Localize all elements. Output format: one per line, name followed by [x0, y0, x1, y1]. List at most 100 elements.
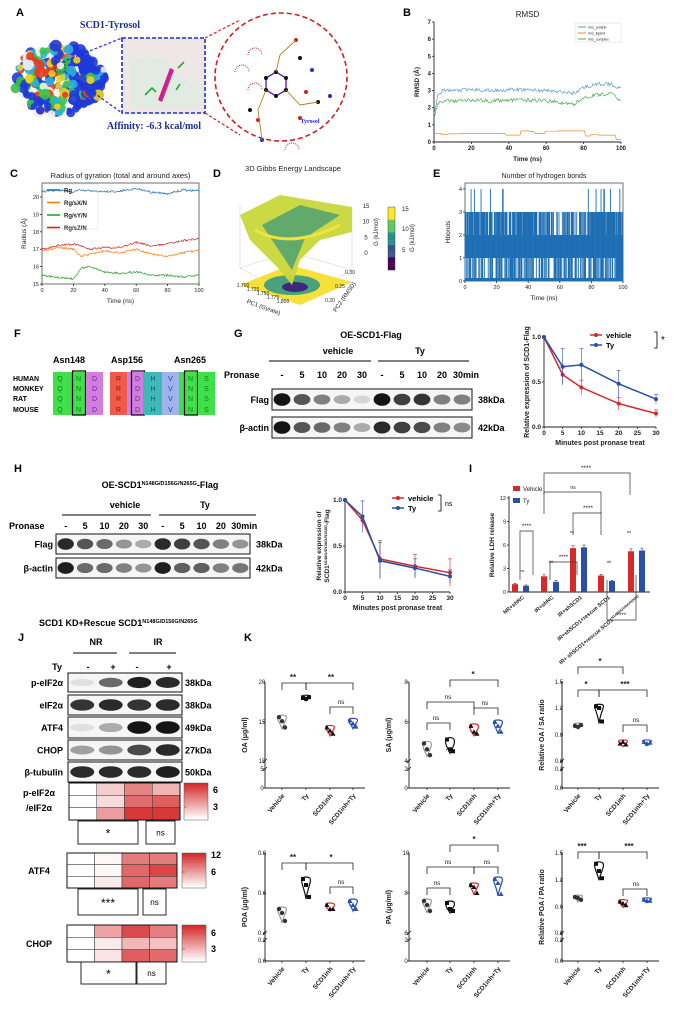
category-label: Ty	[301, 792, 311, 802]
colorbar-segment	[184, 784, 208, 787]
colorbar-segment	[184, 794, 208, 797]
surface-atom	[77, 62, 86, 70]
colorbar-segment	[182, 954, 206, 957]
kda-label: 38kDa	[185, 701, 213, 711]
x-tick-label: 60	[557, 285, 563, 291]
z-axis-label: G (kJ/mol)	[374, 218, 380, 246]
y-tick-label: 0.0	[258, 959, 267, 965]
significance-label: ##	[549, 559, 554, 564]
significance-bracket	[598, 689, 648, 697]
panel-label: E	[433, 168, 440, 180]
significance-bracket	[622, 724, 648, 732]
blot-tubulin	[67, 761, 183, 783]
x-tick-label: 5	[561, 430, 565, 437]
hydrophobic-contact-arc	[247, 82, 263, 91]
lane-label: 5	[299, 370, 304, 380]
x-tick-label: 5	[361, 595, 365, 602]
colorbar-tick-label: 3	[213, 802, 218, 812]
data-point	[330, 731, 336, 736]
blot-band	[98, 699, 123, 711]
y-tick-label: 0.6	[555, 759, 564, 765]
surface-atom	[55, 82, 62, 90]
series-line-rms-ligand	[434, 130, 621, 140]
significance-label: ns	[570, 485, 576, 491]
colorbar-segment	[388, 223, 395, 226]
blot-band	[212, 539, 230, 549]
blot-band	[173, 562, 191, 574]
data-point	[594, 861, 598, 866]
colorbar-segment	[184, 808, 208, 812]
heatmap-cell	[68, 807, 97, 821]
blot-p-eif2	[67, 672, 183, 693]
x-tick-label: 30	[446, 595, 454, 602]
binding-site-box	[54, 61, 66, 73]
significance-label: ns	[482, 700, 490, 707]
y-tick-label: 3	[459, 210, 462, 216]
blot-band	[232, 539, 249, 549]
lane-label: -	[136, 662, 139, 672]
blot-row-label: CHOP	[37, 746, 63, 756]
colorbar-segment	[182, 858, 206, 861]
colorbar-segment	[184, 803, 208, 806]
bar-vehicle	[570, 548, 576, 592]
residue-letter: D	[92, 376, 97, 383]
surface-atom	[32, 80, 40, 88]
alignment-header: Asn265	[174, 355, 206, 365]
residue-letter: N	[76, 407, 81, 414]
significance-bracket	[577, 666, 624, 674]
surface-atom	[34, 66, 47, 79]
colorbar-frame	[387, 206, 396, 271]
residue-letter: D	[92, 386, 97, 393]
lane-label: -	[64, 521, 67, 531]
significance-label: ns	[445, 501, 453, 508]
heatmap-frame	[66, 852, 178, 889]
y-tick-label: 4	[428, 71, 432, 77]
kda-label: 38kDa	[478, 395, 506, 405]
residue-letter: D	[92, 396, 97, 403]
lane-label: 20	[437, 370, 447, 380]
lane-label: 10	[196, 521, 206, 531]
legend-label: Rg/sY/N	[64, 214, 87, 220]
data-point	[451, 749, 455, 754]
residue-letter: D	[92, 407, 97, 414]
heatmap-cell	[152, 807, 181, 821]
y-tick-label: 6	[404, 720, 408, 726]
residue-letter: N	[76, 386, 81, 393]
colorbar-segment	[182, 926, 206, 929]
data-point	[495, 880, 501, 885]
significance-label: *	[472, 835, 476, 844]
legend-swatch-ty	[513, 498, 520, 503]
atom	[248, 108, 252, 112]
legend-label: Ty	[606, 341, 615, 350]
colorbar-segment	[182, 941, 206, 944]
data-point	[600, 876, 604, 881]
colorbar-segment	[388, 209, 395, 212]
significance-label: ns	[147, 969, 155, 978]
lane-label: -	[281, 370, 284, 380]
blot-row-label: β-actin	[240, 423, 270, 433]
residue-letter: S	[204, 396, 209, 403]
y-tick-label: 0.6	[258, 891, 267, 897]
colorbar-segment	[388, 211, 395, 214]
surface-atom	[85, 86, 95, 96]
legend-marker	[594, 333, 598, 337]
heatmap-cell	[121, 937, 150, 950]
x-tick-label: 10	[376, 595, 384, 602]
colorbar-segment	[388, 265, 395, 268]
surface-atom	[84, 98, 92, 106]
x-tick-label: 10	[578, 430, 586, 437]
data-point	[492, 876, 498, 881]
y-axis-label: Hbonds	[445, 220, 452, 243]
x-tick-label: 1.750	[257, 291, 270, 297]
blot-band	[393, 393, 411, 406]
heatmap-cell	[94, 876, 123, 889]
y-tick-label: 6	[428, 37, 432, 43]
kda-label: 38kDa	[256, 540, 284, 550]
significance-label: ns	[338, 699, 346, 706]
heatmap-cell	[68, 795, 97, 808]
blot-row-label: β-tubulin	[25, 768, 63, 778]
bar-ty	[639, 550, 645, 592]
colorbar-segment	[184, 810, 208, 813]
y-tick-label: 0.3	[555, 767, 564, 773]
residue-letter: N	[188, 407, 193, 414]
